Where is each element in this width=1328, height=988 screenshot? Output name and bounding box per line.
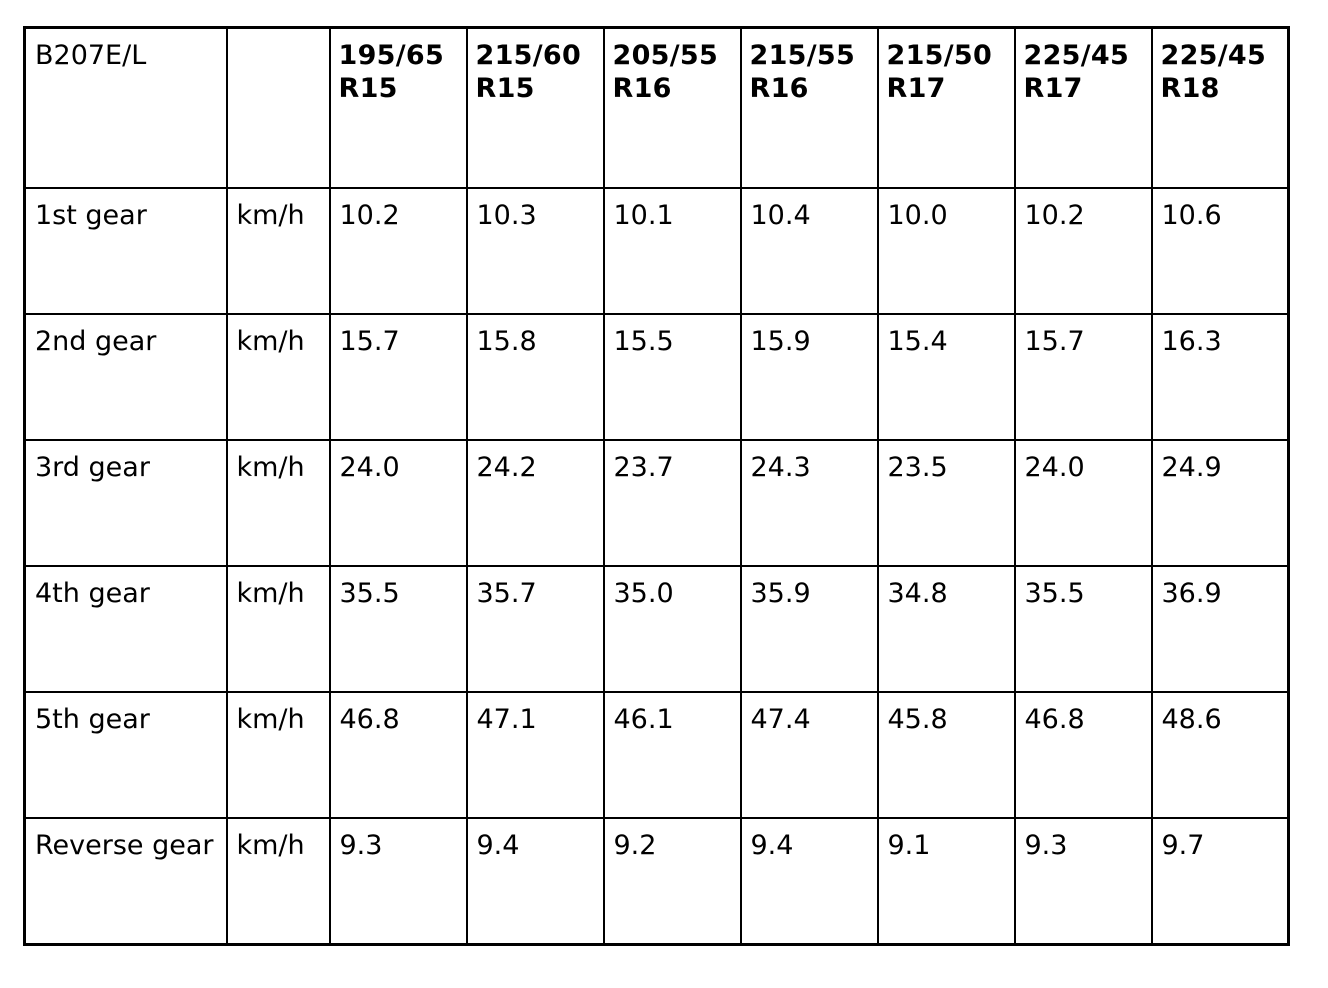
tyre-size-header: 205/55 R16 [602, 26, 742, 189]
speed-value: 35.5 [328, 564, 468, 694]
speed-value: 24.9 [1150, 438, 1290, 567]
speed-value: 10.4 [739, 186, 879, 315]
speed-value: 10.6 [1150, 186, 1290, 315]
tyre-rim: R16 [749, 73, 809, 104]
tyre-size: 195/65 [338, 40, 445, 71]
unit-cell: km/h [225, 691, 331, 820]
speed-table-sheet: B207E/L 195/65 R15 215/60 R15 205/55 R16 21… [23, 26, 1290, 946]
speed-value: 35.5 [1013, 564, 1153, 694]
tyre-rim: R15 [475, 73, 535, 104]
speed-value: 10.3 [465, 186, 605, 315]
speed-value: 9.1 [876, 817, 1016, 946]
gear-label: Reverse gear [23, 817, 228, 946]
tyre-rim: R18 [1160, 73, 1220, 104]
speed-value: 46.8 [328, 691, 468, 820]
speed-value: 34.8 [876, 564, 1016, 694]
table-row: 2nd gear km/h 15.7 15.8 15.5 15.9 15.4 1… [23, 312, 1290, 441]
gear-label: 4th gear [23, 564, 228, 694]
header-row: B207E/L 195/65 R15 215/60 R15 205/55 R16 21… [23, 26, 1290, 189]
speed-value: 15.8 [465, 312, 605, 441]
tyre-rim: R17 [1023, 73, 1083, 104]
speed-value: 15.5 [602, 312, 742, 441]
tyre-size: 205/55 [612, 40, 719, 71]
speed-value: 35.9 [739, 564, 879, 694]
speed-value: 23.7 [602, 438, 742, 567]
speed-value: 23.5 [876, 438, 1016, 567]
speed-value: 47.4 [739, 691, 879, 820]
speed-value: 35.0 [602, 564, 742, 694]
model-header: B207E/L [23, 26, 228, 189]
speed-value: 9.4 [739, 817, 879, 946]
speed-value: 24.0 [1013, 438, 1153, 567]
tyre-size: 225/45 [1160, 40, 1267, 71]
tyre-rim: R15 [338, 73, 398, 104]
gear-label: 1st gear [23, 186, 228, 315]
tyre-size: 215/60 [475, 40, 582, 71]
speed-value: 9.3 [1013, 817, 1153, 946]
gear-label: 2nd gear [23, 312, 228, 441]
unit-cell: km/h [225, 817, 331, 946]
speed-value: 46.1 [602, 691, 742, 820]
speed-value: 46.8 [1013, 691, 1153, 820]
tyre-size: 215/55 [749, 40, 856, 71]
table-row: 1st gear km/h 10.2 10.3 10.1 10.4 10.0 1… [23, 186, 1290, 315]
table-row: Reverse gear km/h 9.3 9.4 9.2 9.4 9.1 9.… [23, 817, 1290, 946]
speed-value: 9.4 [465, 817, 605, 946]
tyre-size-header: 215/50 R17 [876, 26, 1016, 189]
speed-value: 10.0 [876, 186, 1016, 315]
gear-label: 5th gear [23, 691, 228, 820]
speed-value: 16.3 [1150, 312, 1290, 441]
table-row: 3rd gear km/h 24.0 24.2 23.7 24.3 23.5 2… [23, 438, 1290, 567]
gear-speed-table: B207E/L 195/65 R15 215/60 R15 205/55 R16 21… [23, 26, 1290, 946]
speed-value: 10.1 [602, 186, 742, 315]
unit-cell: km/h [225, 186, 331, 315]
speed-value: 24.2 [465, 438, 605, 567]
speed-value: 15.4 [876, 312, 1016, 441]
unit-cell: km/h [225, 564, 331, 694]
speed-value: 36.9 [1150, 564, 1290, 694]
unit-cell: km/h [225, 438, 331, 567]
speed-value: 45.8 [876, 691, 1016, 820]
speed-value: 48.6 [1150, 691, 1290, 820]
speed-value: 10.2 [328, 186, 468, 315]
speed-value: 10.2 [1013, 186, 1153, 315]
tyre-rim: R17 [886, 73, 946, 104]
tyre-size-header: 225/45 R18 [1150, 26, 1290, 189]
tyre-size-header: 225/45 R17 [1013, 26, 1153, 189]
tyre-size: 225/45 [1023, 40, 1130, 71]
speed-value: 9.7 [1150, 817, 1290, 946]
tyre-size-header: 215/55 R16 [739, 26, 879, 189]
tyre-size-header: 215/60 R15 [465, 26, 605, 189]
tyre-size-header: 195/65 R15 [328, 26, 468, 189]
speed-value: 24.3 [739, 438, 879, 567]
speed-value: 15.7 [328, 312, 468, 441]
speed-value: 9.3 [328, 817, 468, 946]
table-row: 5th gear km/h 46.8 47.1 46.1 47.4 45.8 4… [23, 691, 1290, 820]
gear-label: 3rd gear [23, 438, 228, 567]
speed-value: 15.7 [1013, 312, 1153, 441]
speed-value: 24.0 [328, 438, 468, 567]
speed-value: 47.1 [465, 691, 605, 820]
speed-value: 15.9 [739, 312, 879, 441]
speed-value: 9.2 [602, 817, 742, 946]
unit-cell: km/h [225, 312, 331, 441]
table-row: 4th gear km/h 35.5 35.7 35.0 35.9 34.8 3… [23, 564, 1290, 694]
speed-value: 35.7 [465, 564, 605, 694]
tyre-rim: R16 [612, 73, 672, 104]
unit-header [225, 26, 331, 189]
tyre-size: 215/50 [886, 40, 993, 71]
